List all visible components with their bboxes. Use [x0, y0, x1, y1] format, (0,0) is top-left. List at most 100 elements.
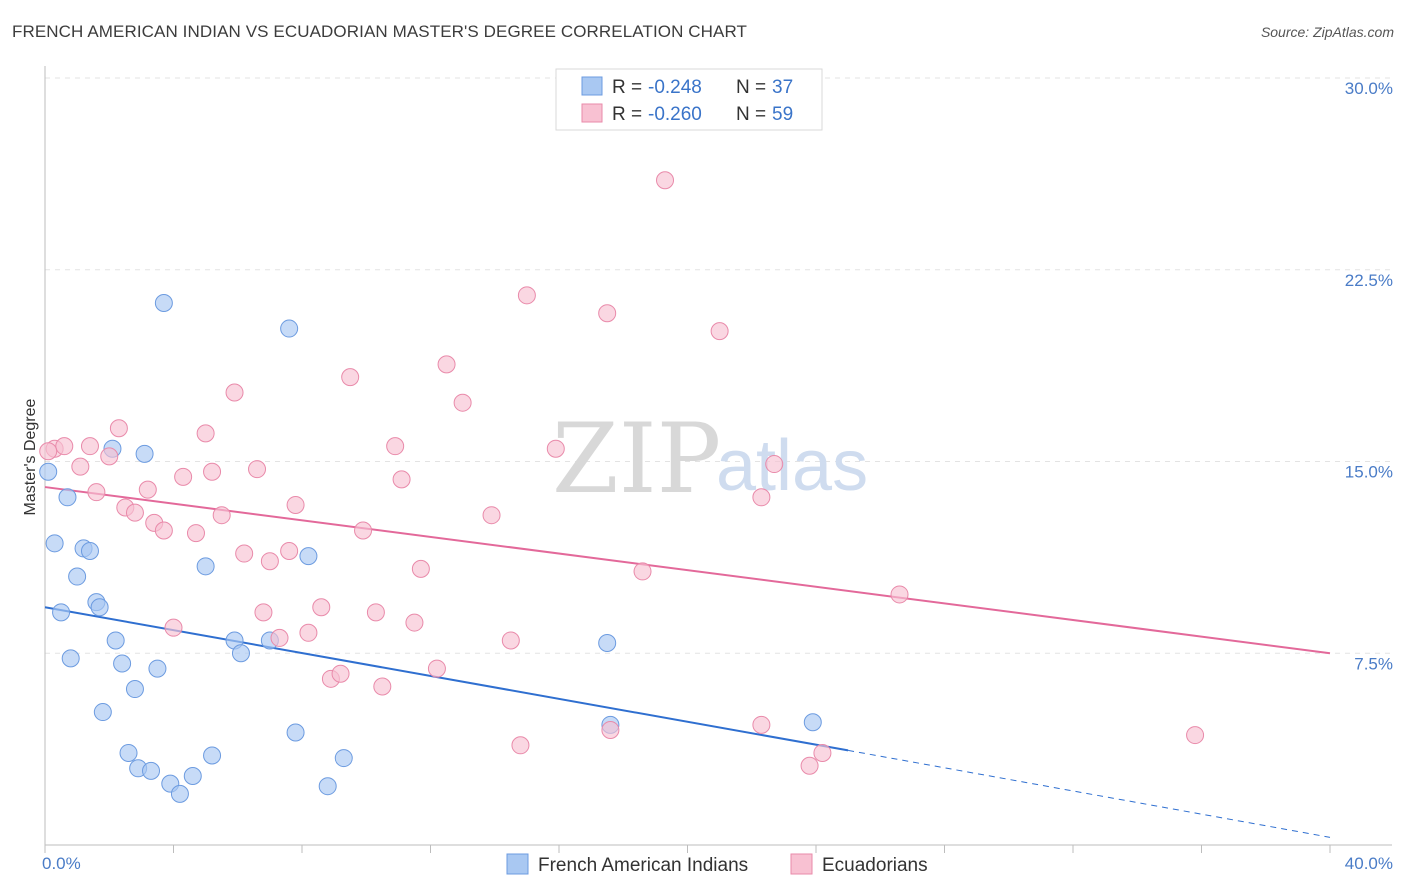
data-point: [752, 715, 771, 734]
legend-top: R = -0.248 N = 37 R = -0.260 N = 59: [555, 68, 823, 131]
data-point: [39, 442, 58, 461]
x-tick-label: 40.0%: [1345, 854, 1393, 873]
data-point: [299, 547, 318, 566]
y-tick-labels: 7.5% 15.0% 22.5% 30.0%: [1345, 79, 1393, 673]
data-point: [803, 713, 822, 732]
legend-r-label-2: R =: [612, 104, 642, 125]
data-point: [174, 467, 193, 486]
data-point: [427, 659, 446, 678]
x-tick-label: 0.0%: [42, 854, 81, 873]
data-point: [270, 628, 289, 647]
data-point: [154, 293, 173, 312]
data-point: [203, 746, 222, 765]
data-point: [58, 488, 77, 507]
bottom-legend-label-french-american-indians: French American Indians: [538, 855, 748, 876]
watermark-zip: ZIP: [552, 403, 721, 515]
data-point: [341, 368, 360, 387]
data-point: [93, 703, 112, 722]
data-point: [511, 736, 530, 755]
data-point: [68, 567, 87, 586]
data-point: [331, 664, 350, 683]
data-point: [109, 419, 128, 438]
data-point: [752, 488, 771, 507]
legend-n-value-2: 59: [772, 104, 793, 125]
data-point: [299, 623, 318, 642]
data-point: [411, 559, 430, 578]
watermark: ZIP atlas: [552, 403, 868, 515]
data-point: [405, 613, 424, 632]
data-point: [366, 603, 385, 622]
data-point: [71, 457, 90, 476]
legend-r-label-1: R =: [612, 77, 642, 98]
legend-swatch-ecuadorians: [581, 103, 603, 123]
trend-lines: [44, 486, 1331, 838]
data-point: [598, 304, 617, 323]
data-point: [1186, 726, 1205, 745]
data-point: [80, 437, 99, 456]
bottom-legend-label-ecuadorians: Ecuadorians: [822, 855, 928, 876]
y-tick-label: 7.5%: [1354, 654, 1393, 673]
data-point: [354, 521, 373, 540]
data-point: [87, 483, 106, 502]
gridlines: [45, 77, 1392, 654]
data-point: [437, 355, 456, 374]
data-point: [598, 634, 617, 653]
data-point: [212, 506, 231, 525]
data-point: [80, 541, 99, 560]
data-point: [164, 618, 183, 637]
data-point: [183, 766, 202, 785]
source-credit: Source: ZipAtlas.com: [1260, 24, 1394, 40]
y-axis-label: Master's Degree: [22, 398, 39, 515]
data-point: [142, 761, 161, 780]
bottom-legend-swatch-ecuadorians: [790, 853, 813, 875]
data-point: [286, 723, 305, 742]
legend-r-value-2: -0.260: [648, 104, 702, 125]
data-point: [260, 552, 279, 571]
data-point: [138, 480, 157, 499]
legend-swatch-french-american-indians: [581, 76, 603, 96]
data-point: [170, 784, 189, 803]
legend-n-label-2: N =: [736, 104, 766, 125]
data-point: [334, 749, 353, 768]
data-point: [813, 743, 832, 762]
data-point: [119, 743, 138, 762]
data-point: [318, 777, 337, 796]
trend-line-extension: [848, 749, 1331, 838]
data-point: [517, 286, 536, 305]
data-point: [52, 603, 71, 622]
data-point: [656, 171, 675, 190]
watermark-atlas: atlas: [716, 426, 868, 506]
data-point: [312, 598, 331, 617]
data-point: [203, 462, 222, 481]
data-point: [386, 437, 405, 456]
data-point: [225, 383, 244, 402]
data-point: [235, 544, 254, 563]
data-point: [601, 720, 620, 739]
legend-n-value-1: 37: [772, 77, 793, 98]
y-tick-label: 22.5%: [1345, 271, 1393, 290]
data-point: [186, 524, 205, 543]
data-point: [113, 654, 132, 673]
data-point: [710, 322, 729, 341]
data-point: [373, 677, 392, 696]
data-point: [125, 680, 144, 699]
data-point: [196, 424, 215, 443]
data-point: [55, 437, 74, 456]
data-point: [45, 534, 64, 553]
y-tick-label: 15.0%: [1345, 463, 1393, 482]
data-point: [633, 562, 652, 581]
legend-n-label-1: N =: [736, 77, 766, 98]
data-point: [106, 631, 125, 650]
data-points: [39, 171, 1205, 803]
data-point: [453, 393, 472, 412]
y-tick-label: 30.0%: [1345, 79, 1393, 98]
data-point: [148, 659, 167, 678]
data-point: [100, 447, 119, 466]
data-point: [392, 470, 411, 489]
data-point: [280, 541, 299, 560]
x-tick-labels: 0.0% 40.0%: [42, 854, 1393, 873]
data-point: [254, 603, 273, 622]
data-point: [90, 598, 109, 617]
trend-line: [44, 486, 1331, 655]
